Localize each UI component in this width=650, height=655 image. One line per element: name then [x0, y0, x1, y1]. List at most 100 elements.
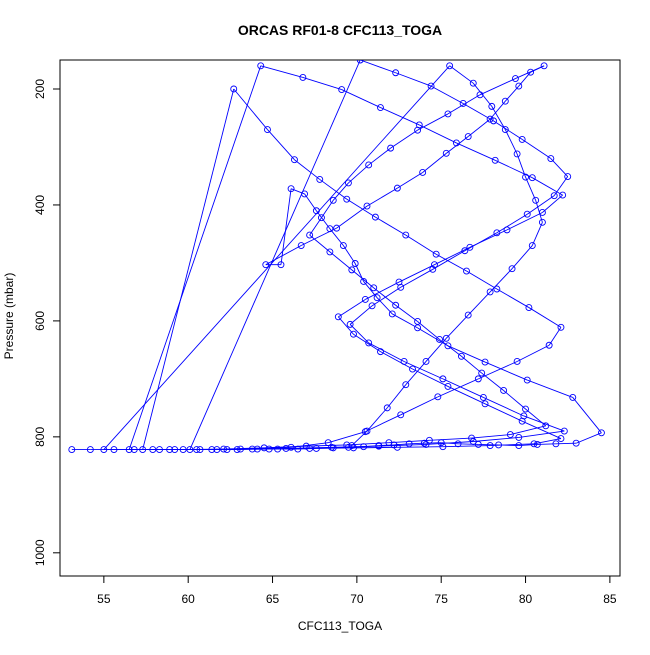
data-point [522, 405, 529, 413]
series-segment [466, 270, 498, 290]
series-segment [417, 321, 440, 340]
series-segment [395, 72, 432, 87]
data-point [422, 440, 430, 448]
series-segment [267, 129, 295, 161]
series-segment [400, 396, 439, 416]
series-segment [496, 213, 528, 234]
series-segment [521, 139, 552, 159]
data-point [431, 261, 438, 269]
series-segment [332, 182, 349, 201]
series-segment [437, 378, 479, 398]
data-point [564, 173, 572, 180]
series-segment [542, 194, 563, 213]
series-segment [368, 342, 405, 362]
data-point [110, 446, 118, 454]
series-segment [447, 345, 486, 363]
series-segment [525, 176, 537, 201]
data-point [520, 412, 528, 420]
series-segment [349, 305, 373, 325]
x-tick-label: 70 [350, 592, 364, 606]
data-point [392, 69, 400, 77]
series-segment [442, 445, 491, 448]
data-point [344, 179, 352, 187]
data-point [538, 209, 546, 216]
data-point [306, 444, 314, 452]
data-point [397, 283, 405, 291]
data-point [415, 121, 423, 129]
data-point [469, 79, 477, 87]
data-point [361, 295, 369, 303]
data-point [253, 445, 261, 453]
data-point [326, 248, 334, 256]
data-point [528, 174, 536, 182]
data-point [559, 191, 567, 199]
series-segment [434, 246, 471, 266]
series-segment [445, 314, 469, 339]
series-segment [405, 361, 427, 385]
series-segment [532, 177, 563, 196]
data-point [262, 261, 270, 269]
data-point [523, 210, 531, 218]
series-segment [479, 78, 516, 96]
data-point [515, 82, 523, 90]
series-segment [380, 351, 413, 370]
series-segment [422, 152, 447, 173]
data-point [299, 73, 307, 81]
data-point [437, 439, 445, 447]
data-point [393, 443, 401, 451]
data-point [414, 318, 422, 325]
data-point [301, 190, 309, 198]
data-point [248, 445, 256, 453]
x-tick-label: 75 [435, 592, 449, 606]
data-point [329, 196, 337, 204]
series-segment [398, 264, 435, 283]
series-segment [503, 390, 526, 410]
series-segment [473, 436, 519, 442]
data-point [282, 444, 290, 452]
data-point [294, 445, 302, 453]
data-point [501, 126, 509, 134]
series-segment [397, 172, 423, 189]
data-point [474, 375, 482, 383]
data-point [468, 434, 476, 442]
data-point [528, 242, 536, 249]
data-point [130, 446, 138, 454]
series-segment [366, 187, 398, 207]
data-point [515, 433, 523, 441]
data-point [474, 440, 482, 448]
series-segment [380, 107, 420, 126]
data-point [338, 86, 346, 94]
series-segment [472, 82, 493, 107]
data-point [166, 446, 174, 454]
data-point [547, 155, 555, 163]
data-point [351, 260, 359, 267]
data-point [383, 404, 391, 412]
series-segment [419, 124, 457, 144]
series-segment [491, 106, 506, 130]
series-segment [397, 446, 443, 448]
series-segment [432, 250, 466, 270]
series-segment [489, 100, 506, 120]
data-point [265, 445, 273, 453]
series-segment [506, 212, 543, 231]
data-point [260, 444, 268, 452]
data-point [287, 185, 295, 193]
series-segment [553, 176, 569, 196]
series-segment [535, 200, 543, 223]
data-point [481, 358, 489, 366]
series-segment [291, 442, 329, 448]
data-point [503, 226, 511, 234]
data-point [393, 184, 401, 192]
series-segment [483, 397, 525, 417]
series-segment [103, 65, 450, 450]
data-point [348, 266, 356, 274]
data-point [377, 348, 384, 356]
data-point [343, 441, 351, 449]
series-segment [189, 60, 361, 450]
data-point [333, 224, 341, 232]
series-segment [240, 447, 287, 450]
data-point [542, 422, 550, 430]
data-point [464, 133, 472, 140]
